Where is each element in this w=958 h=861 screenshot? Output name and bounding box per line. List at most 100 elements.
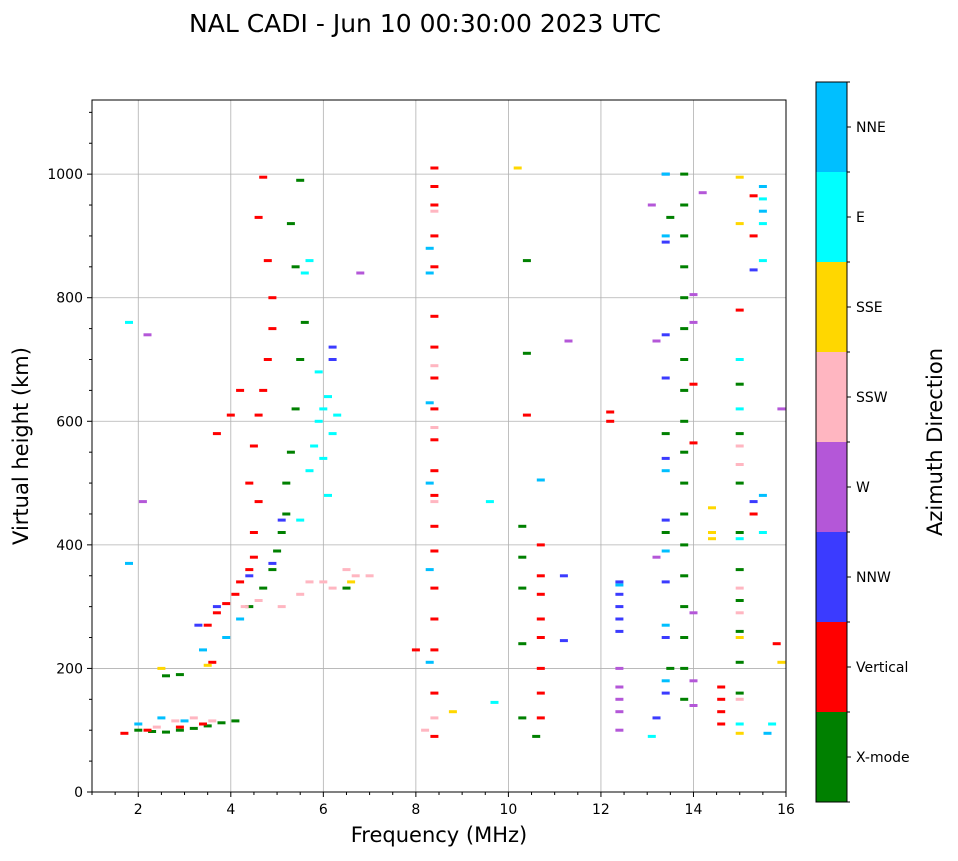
data-point (120, 731, 129, 735)
data-point (735, 599, 744, 602)
data-point (305, 580, 314, 584)
x-axis-title: Frequency (MHz) (351, 823, 527, 847)
data-point (430, 586, 439, 590)
colorbar-label: SSE (856, 300, 883, 316)
data-point (319, 456, 328, 460)
data-point (615, 685, 624, 689)
data-point (689, 320, 698, 324)
data-point (351, 574, 360, 578)
data-point (430, 376, 439, 380)
data-point (689, 441, 698, 445)
colorbar-label: X-mode (856, 750, 910, 766)
data-point (226, 413, 235, 417)
data-point (319, 407, 328, 411)
data-point (240, 605, 249, 609)
data-point (735, 611, 744, 615)
y-tick-label: 800 (56, 291, 83, 307)
data-point (735, 463, 744, 466)
x-tick-label: 16 (777, 802, 795, 818)
data-point (296, 592, 305, 596)
series-nne (125, 172, 772, 735)
data-point (536, 636, 545, 639)
data-point (134, 728, 143, 732)
data-point (430, 166, 439, 170)
data-point (249, 444, 258, 448)
data-point (647, 734, 656, 738)
data-point (342, 568, 351, 572)
data-point (661, 580, 670, 584)
data-point (208, 660, 217, 664)
data-point (231, 592, 240, 596)
data-point (430, 345, 439, 349)
data-point (203, 724, 212, 728)
data-point (758, 531, 767, 534)
x-tick-label: 8 (411, 802, 420, 818)
data-point (749, 194, 758, 198)
data-point (430, 493, 439, 497)
data-point (236, 617, 245, 621)
colorbar-label: Vertical (856, 660, 908, 676)
data-point (758, 209, 767, 213)
data-point (536, 617, 545, 621)
data-point (277, 518, 286, 522)
data-point (411, 648, 420, 652)
data-point (430, 716, 439, 720)
data-point (661, 333, 670, 337)
data-point (777, 407, 786, 411)
data-point (647, 203, 656, 207)
colorbar: X-mode Vertical NNW W SSW SSE E NNE (815, 81, 910, 803)
data-point (680, 574, 689, 578)
data-point (143, 333, 152, 337)
data-point (661, 234, 670, 238)
data-point (430, 364, 439, 368)
data-point (518, 642, 527, 646)
data-point (347, 580, 356, 584)
data-point (324, 493, 332, 497)
data-point (282, 481, 291, 485)
colorbar-title: Azimuth Direction (923, 348, 947, 536)
data-point (291, 407, 300, 411)
data-point (125, 320, 133, 324)
x-tick-label: 12 (592, 802, 610, 818)
data-point (143, 728, 152, 732)
data-point (194, 623, 203, 627)
data-point (749, 500, 758, 504)
data-point (735, 697, 744, 701)
data-point (518, 555, 527, 559)
data-point (324, 395, 332, 399)
data-point (328, 345, 337, 349)
data-point (735, 432, 744, 436)
data-point (735, 444, 744, 448)
data-point (661, 549, 670, 553)
data-point (425, 246, 434, 250)
colorbar-swatch (816, 622, 847, 712)
x-tick-label: 4 (226, 802, 235, 818)
data-point (175, 673, 184, 677)
data-point (286, 450, 295, 454)
data-point (430, 549, 439, 553)
data-point (680, 265, 689, 269)
data-point (263, 259, 272, 263)
colorbar-label: SSW (856, 390, 888, 406)
series-nnw (194, 172, 758, 720)
data-point (268, 296, 277, 300)
data-point (689, 293, 698, 297)
data-point (536, 592, 545, 596)
data-point (735, 308, 744, 312)
data-point (559, 574, 568, 578)
data-point (425, 401, 434, 405)
data-point (162, 730, 170, 734)
colorbar-label: NNW (856, 570, 891, 586)
data-point (277, 531, 286, 534)
data-point (513, 166, 522, 170)
data-point (518, 716, 527, 720)
data-point (333, 413, 342, 417)
data-point (421, 728, 430, 732)
data-point (305, 259, 314, 263)
data-point (735, 537, 744, 541)
data-point (680, 234, 689, 238)
data-point (157, 716, 166, 720)
data-point (212, 432, 221, 436)
y-tick-label: 600 (56, 414, 83, 430)
data-point (735, 629, 744, 633)
